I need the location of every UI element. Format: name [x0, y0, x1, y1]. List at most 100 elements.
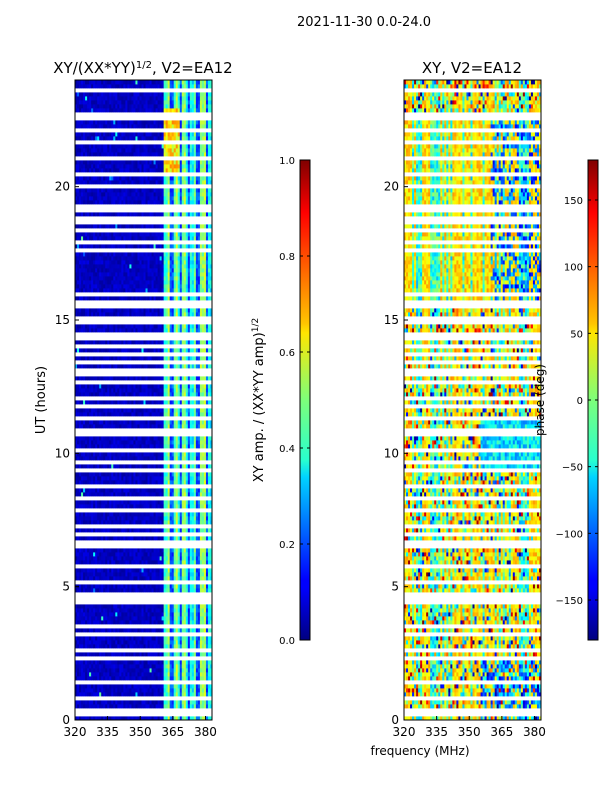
amplitude-cell — [153, 676, 156, 681]
amplitude-cell — [141, 628, 144, 633]
amplitude-cell — [197, 536, 201, 541]
amplitude-cell — [109, 504, 112, 509]
amplitude-cell — [137, 340, 140, 345]
amplitude-cell — [195, 408, 199, 413]
amplitude-cell — [83, 644, 86, 649]
amplitude-cell — [103, 612, 106, 617]
amplitude-cell — [193, 384, 197, 389]
amplitude-cell — [99, 424, 102, 429]
amplitude-cell — [175, 604, 179, 609]
amplitude-cell — [161, 364, 165, 369]
amplitude-cell — [129, 628, 132, 633]
amplitude-cell — [103, 556, 106, 561]
amplitude-cell — [105, 516, 108, 521]
amplitude-cell — [95, 684, 98, 689]
amplitude-cell — [89, 612, 92, 617]
amplitude-cell — [201, 276, 205, 281]
amplitude-cell — [81, 288, 84, 293]
amplitude-cell — [89, 668, 92, 673]
amplitude-cell — [101, 576, 104, 581]
amplitude-cell — [205, 312, 209, 317]
amplitude-cell — [133, 612, 136, 617]
amplitude-cell — [137, 612, 140, 617]
amplitude-cell — [207, 604, 211, 609]
amplitude-cell — [201, 364, 205, 369]
amplitude-cell — [101, 500, 104, 505]
amplitude-cell — [81, 436, 84, 441]
amplitude-cell — [185, 688, 189, 693]
amplitude-cell — [153, 628, 156, 633]
amplitude-cell — [107, 492, 110, 497]
amplitude-cell — [209, 640, 212, 645]
amplitude-cell — [129, 340, 132, 345]
amplitude-cell — [189, 536, 193, 541]
amplitude-cell — [201, 456, 205, 461]
amplitude-cell — [151, 412, 154, 417]
amplitude-cell — [111, 644, 114, 649]
amplitude-cell — [135, 480, 138, 485]
amplitude-cell — [155, 268, 159, 273]
amplitude-cell — [113, 672, 116, 677]
amplitude-cell — [97, 384, 100, 389]
amplitude-cell — [81, 604, 84, 609]
amplitude-cell — [107, 436, 110, 441]
amplitude-cell — [75, 280, 78, 285]
amplitude-cell — [147, 536, 150, 541]
amplitude-cell — [193, 516, 197, 521]
amplitude-cell — [103, 412, 106, 417]
amplitude-cell — [167, 436, 171, 441]
amplitude-cell — [109, 472, 112, 477]
amplitude-cell — [207, 688, 211, 693]
amplitude-cell — [103, 308, 106, 313]
amplitude-cell — [79, 688, 82, 693]
amplitude-cell — [143, 640, 146, 645]
amplitude-cell — [125, 296, 128, 301]
amplitude-cell — [167, 268, 171, 273]
amplitude-cell — [197, 480, 201, 485]
amplitude-cell — [177, 308, 181, 313]
amplitude-cell — [199, 408, 203, 413]
amplitude-cell — [125, 628, 128, 633]
amplitude-cell — [179, 440, 183, 445]
amplitude-cell — [87, 668, 90, 673]
amplitude-cell — [107, 636, 110, 641]
amplitude-cell — [189, 640, 193, 645]
amplitude-cell — [179, 620, 183, 625]
amplitude-cell — [177, 700, 181, 705]
amplitude-cell — [99, 616, 102, 621]
amplitude-cell — [127, 556, 130, 561]
amplitude-cell — [125, 384, 128, 389]
amplitude-cell — [143, 608, 146, 613]
amplitude-cell — [149, 444, 152, 449]
amplitude-cell — [201, 528, 205, 533]
amplitude-cell — [101, 556, 104, 561]
amplitude-cell — [165, 616, 169, 621]
amplitude-cell — [191, 572, 195, 577]
amplitude-cell — [85, 436, 88, 441]
amplitude-cell — [163, 284, 167, 289]
amplitude-cell — [207, 616, 211, 621]
amplitude-cell — [147, 692, 150, 697]
amplitude-cell — [133, 516, 136, 521]
amplitude-cell — [127, 664, 130, 669]
amplitude-cell — [187, 520, 191, 525]
amplitude-cell — [201, 616, 205, 621]
amplitude-cell — [183, 548, 187, 553]
amplitude-cell — [77, 284, 80, 289]
amplitude-cell — [137, 452, 140, 457]
amplitude-cell — [205, 584, 209, 589]
amplitude-cell — [91, 644, 94, 649]
amplitude-cell — [173, 660, 177, 665]
amplitude-cell — [169, 284, 173, 289]
amplitude-cell — [81, 500, 84, 505]
amplitude-cell — [181, 628, 185, 633]
amplitude-cell — [111, 412, 114, 417]
amplitude-cell — [133, 268, 136, 273]
amplitude-cell — [193, 688, 197, 693]
amplitude-cell — [201, 576, 205, 581]
amplitude-cell — [155, 572, 159, 577]
amplitude-cell — [193, 704, 197, 709]
amplitude-cell — [205, 568, 209, 573]
amplitude-cell — [173, 420, 177, 425]
amplitude-cell — [187, 364, 191, 369]
